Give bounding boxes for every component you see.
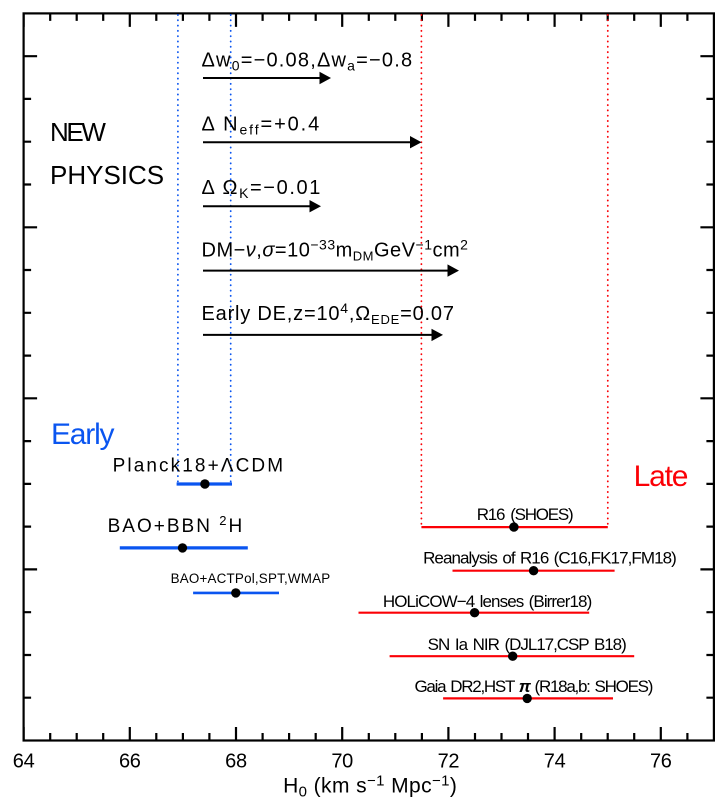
svg-text:76: 76 [650, 751, 672, 773]
svg-text:Δ ΩK​=−0.01: Δ ΩK​=−0.01 [202, 177, 322, 201]
svg-text:Early DE,z=104​,ΩEDE​=0.07: Early DE,z=104​,ΩEDE​=0.07 [202, 300, 455, 327]
svg-text:Reanalysis of R16 (C16,FK17,FM: Reanalysis of R16 (C16,FK17,FM18) [423, 548, 676, 567]
svg-text:Gaia DR2,HST π (R18a,b: SHOES): Gaia DR2,HST π (R18a,b: SHOES) [414, 677, 652, 696]
svg-text:72: 72 [438, 751, 460, 773]
svg-text:64: 64 [13, 751, 35, 773]
svg-text:BAO+ACTPol,SPT,WMAP: BAO+ACTPol,SPT,WMAP [171, 571, 331, 586]
svg-text:PHYSICS: PHYSICS [50, 160, 164, 190]
svg-text:Early: Early [51, 418, 115, 451]
svg-text:70: 70 [331, 751, 353, 773]
svg-text:Planck18+ΛCDM: Planck18+ΛCDM [113, 456, 286, 477]
svg-text:HOLiCOW−4 lenses (Birrer18): HOLiCOW−4 lenses (Birrer18) [383, 592, 592, 611]
svg-text:NEW: NEW [50, 117, 106, 147]
svg-text:R16 (SHOES): R16 (SHOES) [477, 505, 573, 524]
svg-text:Late: Late [634, 460, 688, 493]
svg-text:H0​ (km s−1​ Mpc−1​): H0​ (km s−1​ Mpc−1​) [283, 773, 457, 801]
svg-text:74: 74 [544, 751, 566, 773]
svg-text:68: 68 [225, 751, 247, 773]
svg-text:66: 66 [119, 751, 141, 773]
svg-text:DM−ν,σ=10−33​mDM​GeV−1​cm2​: DM−ν,σ=10−33​mDM​GeV−1​cm2​ [202, 237, 469, 264]
svg-text:Δ Neff​=+0.4: Δ Neff​=+0.4 [202, 113, 322, 137]
svg-text:SN Ia NIR (DJL17,CSP B18): SN Ia NIR (DJL17,CSP B18) [428, 635, 626, 654]
